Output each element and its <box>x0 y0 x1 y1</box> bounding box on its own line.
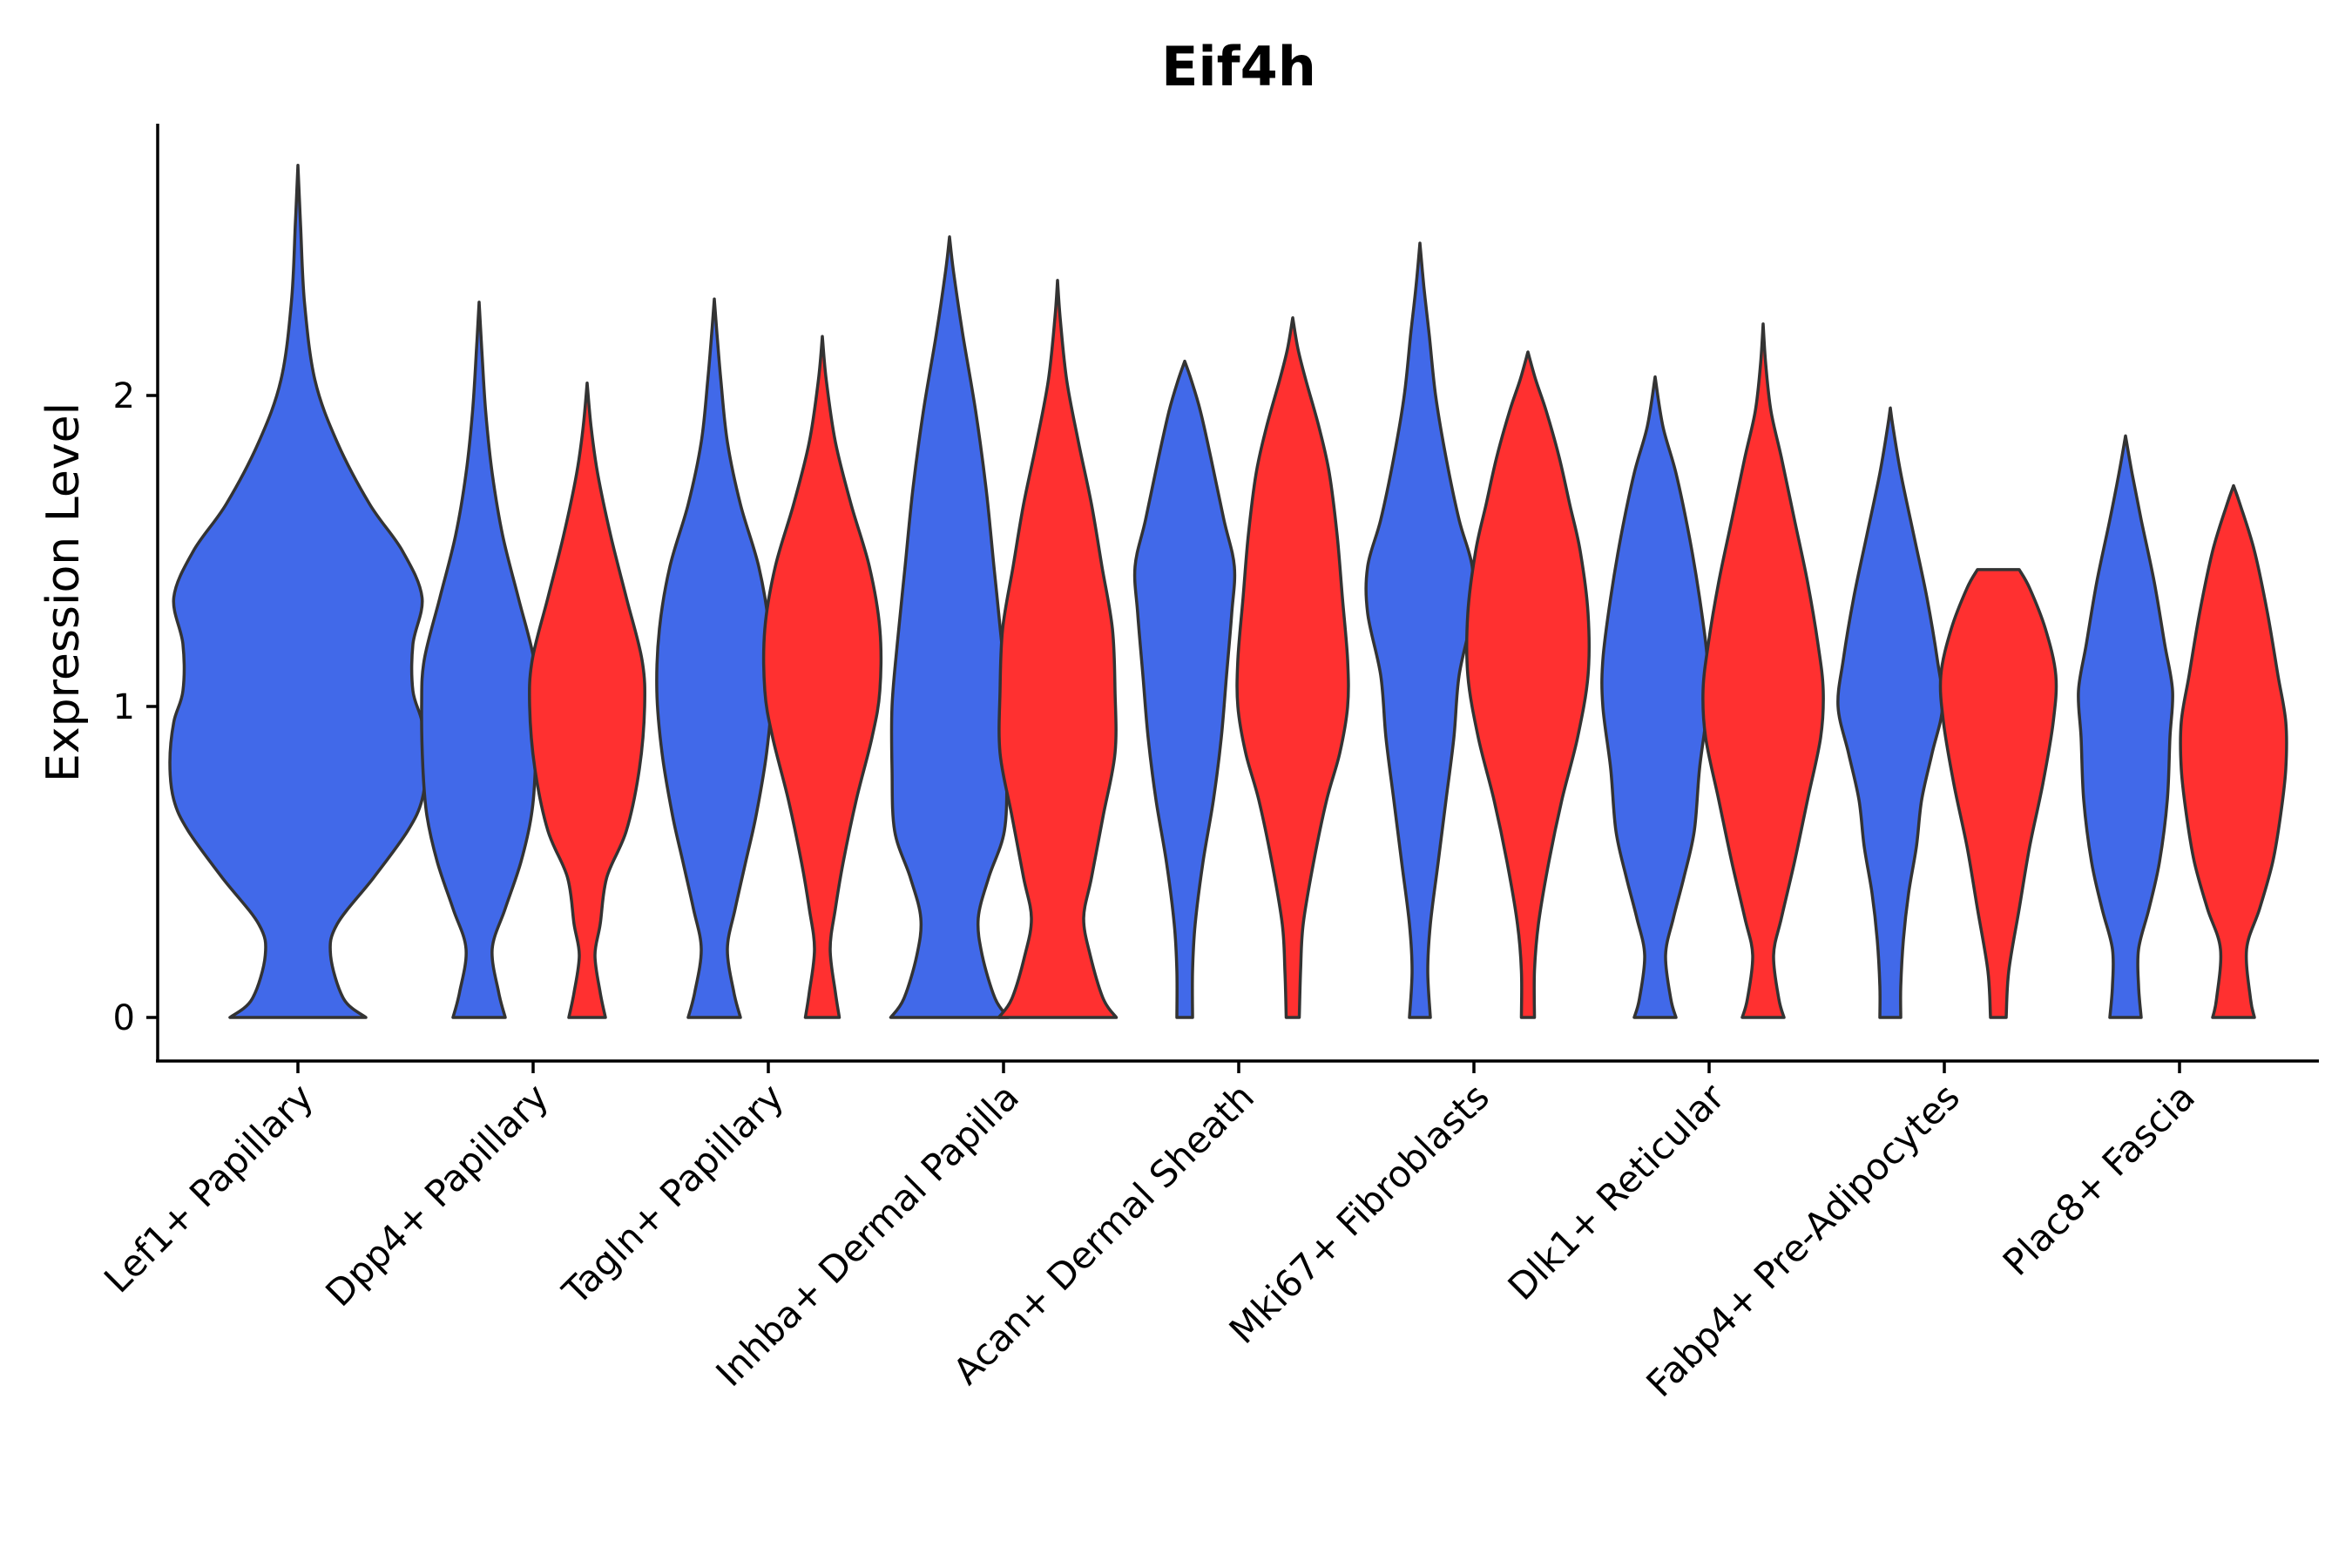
violin-red-4 <box>1235 316 1350 1019</box>
violin-red-5 <box>1464 350 1592 1019</box>
violins-group <box>168 164 2288 1019</box>
violin-red-3 <box>997 279 1119 1019</box>
violin-blue-5 <box>1364 241 1476 1019</box>
y-tick-label: 1 <box>113 687 135 727</box>
y-ticks-group: 0 1 2 <box>113 376 158 1038</box>
violin-red-2 <box>761 335 883 1019</box>
chart-title: Eif4h <box>1161 35 1316 98</box>
violin-red-6 <box>1701 322 1825 1019</box>
y-tick-label: 2 <box>113 376 135 416</box>
violin-blue-8 <box>2077 434 2174 1019</box>
x-category-label: Plac8+ Fascia <box>1995 1075 2203 1283</box>
x-category-label: Dlk1+ Reticular <box>1500 1075 1734 1308</box>
y-axis-label: Expression Level <box>37 402 90 782</box>
violin-blue-6 <box>1600 375 1710 1019</box>
x-category-label: Mki67+ Fibroblasts <box>1221 1075 1497 1351</box>
violin-blue-4 <box>1132 359 1237 1019</box>
violin-blue-3 <box>889 235 1010 1019</box>
y-tick-label: 0 <box>113 998 135 1038</box>
violin-blue-2 <box>655 297 774 1019</box>
violin-red-8 <box>2179 483 2288 1019</box>
x-category-label: Dpp4+ Papillary <box>317 1075 557 1315</box>
violin-blue-1 <box>420 301 538 1019</box>
x-category-label: Tagln+ Papillary <box>554 1075 792 1313</box>
violin-blue-0 <box>168 164 428 1019</box>
violin-blue-7 <box>1836 406 1944 1019</box>
x-category-label: Lef1+ Papillary <box>96 1075 321 1301</box>
violin-red-7 <box>1938 568 2058 1019</box>
violin-red-1 <box>528 381 646 1019</box>
